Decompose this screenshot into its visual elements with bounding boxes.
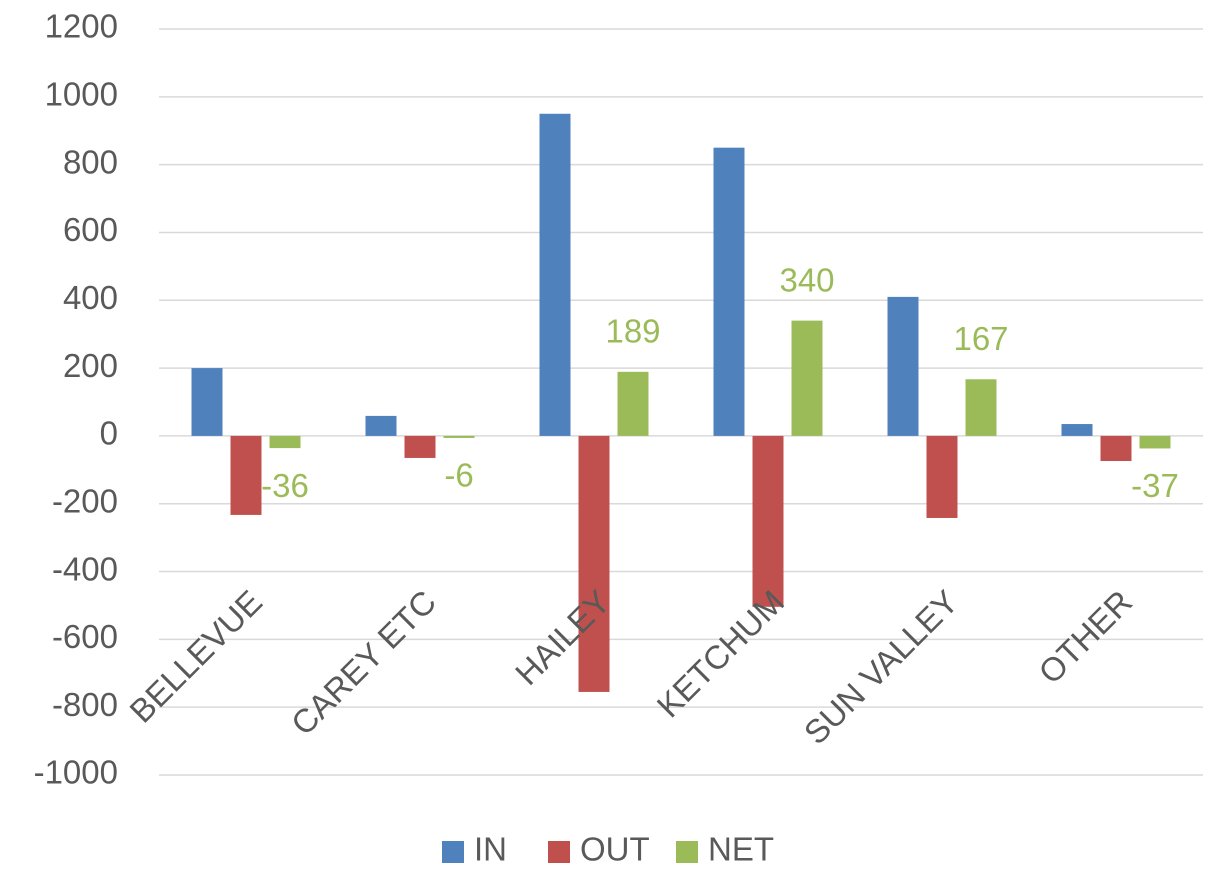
y-tick-label: -400 — [52, 550, 118, 587]
bar — [791, 320, 823, 436]
y-tick-label: -1000 — [34, 754, 118, 791]
x-tick-label: CAREY ETC — [284, 583, 443, 742]
data-label: 340 — [779, 261, 834, 298]
bar — [887, 296, 919, 436]
data-label: -36 — [261, 467, 309, 504]
bar — [365, 415, 397, 436]
legend-swatch — [442, 841, 464, 863]
bar — [617, 371, 649, 436]
y-tick-label: 800 — [63, 143, 118, 180]
data-label: -6 — [444, 457, 473, 494]
bar — [443, 435, 475, 438]
bar — [752, 435, 784, 607]
bar — [713, 147, 745, 436]
legend-label: OUT — [580, 831, 650, 868]
bar — [1139, 435, 1171, 449]
legend-swatch — [676, 841, 698, 863]
x-tick-label: OTHER — [1031, 583, 1139, 691]
bar — [926, 435, 958, 518]
bar — [191, 368, 223, 436]
bar — [1061, 424, 1093, 436]
legend-swatch — [548, 841, 570, 863]
bar — [269, 435, 301, 449]
bar — [230, 435, 262, 515]
bar — [965, 379, 997, 436]
data-label: -37 — [1131, 467, 1179, 504]
y-tick-label: 600 — [63, 211, 118, 248]
bar — [404, 435, 436, 458]
y-tick-label: 0 — [100, 415, 118, 452]
y-tick-label: -800 — [52, 686, 118, 723]
x-tick-label: KETCHUM — [650, 583, 792, 725]
legend-label: NET — [708, 831, 774, 868]
y-tick-label: 400 — [63, 279, 118, 316]
y-tick-label: 200 — [63, 347, 118, 384]
data-label: 189 — [605, 313, 660, 350]
y-tick-label: -600 — [52, 618, 118, 655]
y-tick-label: 1200 — [45, 8, 118, 45]
bar — [1100, 435, 1132, 462]
bar — [539, 113, 571, 436]
bar — [578, 435, 610, 692]
y-tick-label: -200 — [52, 482, 118, 519]
x-tick-label: SUN VALLEY — [797, 583, 965, 751]
legend-label: IN — [474, 831, 507, 868]
data-label: 167 — [953, 320, 1008, 357]
y-tick-label: 1000 — [45, 76, 118, 113]
